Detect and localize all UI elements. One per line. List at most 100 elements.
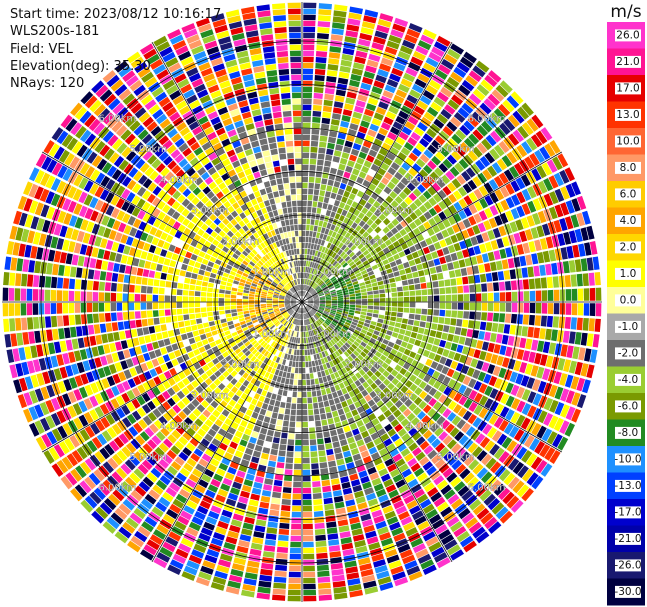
velocity-bin: [146, 343, 154, 352]
velocity-bin: [133, 468, 145, 480]
velocity-bin: [342, 336, 348, 342]
velocity-bin: [308, 182, 314, 189]
velocity-bin: [316, 334, 321, 340]
velocity-bin: [433, 496, 446, 508]
velocity-bin: [366, 312, 373, 317]
velocity-bin: [417, 121, 428, 132]
velocity-bin: [260, 452, 269, 460]
velocity-bin: [491, 502, 505, 515]
velocity-bin: [290, 302, 296, 304]
velocity-bin: [340, 260, 346, 266]
velocity-bin: [186, 427, 196, 437]
velocity-bin: [330, 373, 336, 380]
velocity-bin: [197, 274, 204, 281]
velocity-bin: [78, 205, 88, 218]
velocity-bin: [363, 580, 377, 589]
velocity-bin: [319, 190, 326, 197]
velocity-bin: [294, 319, 298, 325]
velocity-bin: [179, 233, 188, 242]
velocity-bin: [321, 117, 331, 125]
velocity-bin: [163, 224, 172, 234]
velocity-bin: [189, 313, 196, 320]
velocity-bin: [353, 414, 362, 422]
velocity-bin: [249, 326, 256, 332]
velocity-bin: [521, 102, 534, 116]
velocity-bin: [436, 249, 444, 257]
velocity-bin: [515, 268, 523, 279]
velocity-bin: [377, 280, 384, 286]
velocity-bin: [237, 351, 244, 358]
velocity-bin: [338, 433, 346, 441]
velocity-bin: [293, 475, 302, 482]
velocity-bin: [405, 389, 413, 398]
velocity-bin: [331, 366, 337, 373]
velocity-bin: [468, 192, 478, 203]
velocity-bin: [409, 296, 416, 302]
velocity-bin: [327, 282, 333, 287]
velocity-bin: [249, 436, 257, 444]
velocity-bin: [400, 448, 411, 457]
velocity-bin: [270, 341, 276, 347]
velocity-bin: [166, 274, 173, 281]
velocity-bin: [473, 213, 482, 224]
velocity-bin: [505, 382, 514, 394]
velocity-bin: [128, 426, 139, 437]
velocity-bin: [534, 239, 542, 252]
velocity-bin: [243, 329, 250, 335]
velocity-bin: [40, 204, 50, 218]
velocity-bin: [205, 395, 214, 404]
velocity-bin: [317, 290, 323, 294]
velocity-bin: [99, 144, 111, 157]
velocity-bin: [337, 464, 347, 472]
velocity-bin: [449, 166, 460, 177]
velocity-bin: [122, 521, 136, 534]
velocity-bin: [157, 394, 166, 404]
velocity-bin: [378, 366, 386, 374]
velocity-bin: [307, 206, 312, 213]
velocity-bin: [302, 415, 308, 422]
velocity-bin: [349, 422, 358, 431]
velocity-bin: [279, 444, 287, 451]
velocity-bin: [300, 308, 302, 314]
velocity-bin: [226, 446, 236, 455]
velocity-bin: [127, 540, 141, 553]
velocity-bin: [218, 559, 231, 568]
velocity-bin: [513, 360, 522, 372]
velocity-bin: [68, 303, 75, 314]
velocity-bin: [289, 553, 301, 560]
velocity-bin: [306, 373, 310, 380]
velocity-bin: [453, 190, 463, 200]
velocity-bin: [476, 507, 490, 520]
velocity-bin: [305, 236, 309, 243]
velocity-bin: [383, 157, 393, 166]
velocity-bin: [323, 322, 329, 327]
velocity-bin: [337, 276, 343, 281]
velocity-bin: [386, 78, 399, 88]
velocity-bin: [142, 381, 151, 391]
velocity-bin: [290, 300, 297, 302]
velocity-bin: [464, 257, 472, 267]
velocity-bin: [319, 364, 324, 371]
velocity-bin: [127, 378, 136, 389]
velocity-bin: [442, 376, 451, 386]
velocity-bin: [238, 285, 244, 290]
velocity-bin: [267, 521, 278, 528]
velocity-bin: [174, 456, 185, 466]
velocity-bin: [242, 338, 249, 344]
velocity-bin: [429, 171, 440, 181]
velocity-bin: [543, 412, 554, 426]
velocity-bin: [266, 279, 272, 284]
velocity-bin: [564, 167, 575, 182]
velocity-bin: [539, 264, 546, 276]
velocity-bin: [305, 285, 309, 291]
velocity-bin: [316, 320, 321, 326]
velocity-bin: [189, 437, 200, 447]
velocity-bin: [126, 389, 136, 400]
velocity-bin: [365, 234, 373, 242]
velocity-bin: [167, 217, 176, 227]
velocity-bin: [305, 313, 308, 319]
velocity-bin: [368, 542, 381, 551]
velocity-bin: [318, 9, 332, 16]
velocity-bin: [176, 296, 183, 302]
velocity-bin: [274, 474, 284, 481]
